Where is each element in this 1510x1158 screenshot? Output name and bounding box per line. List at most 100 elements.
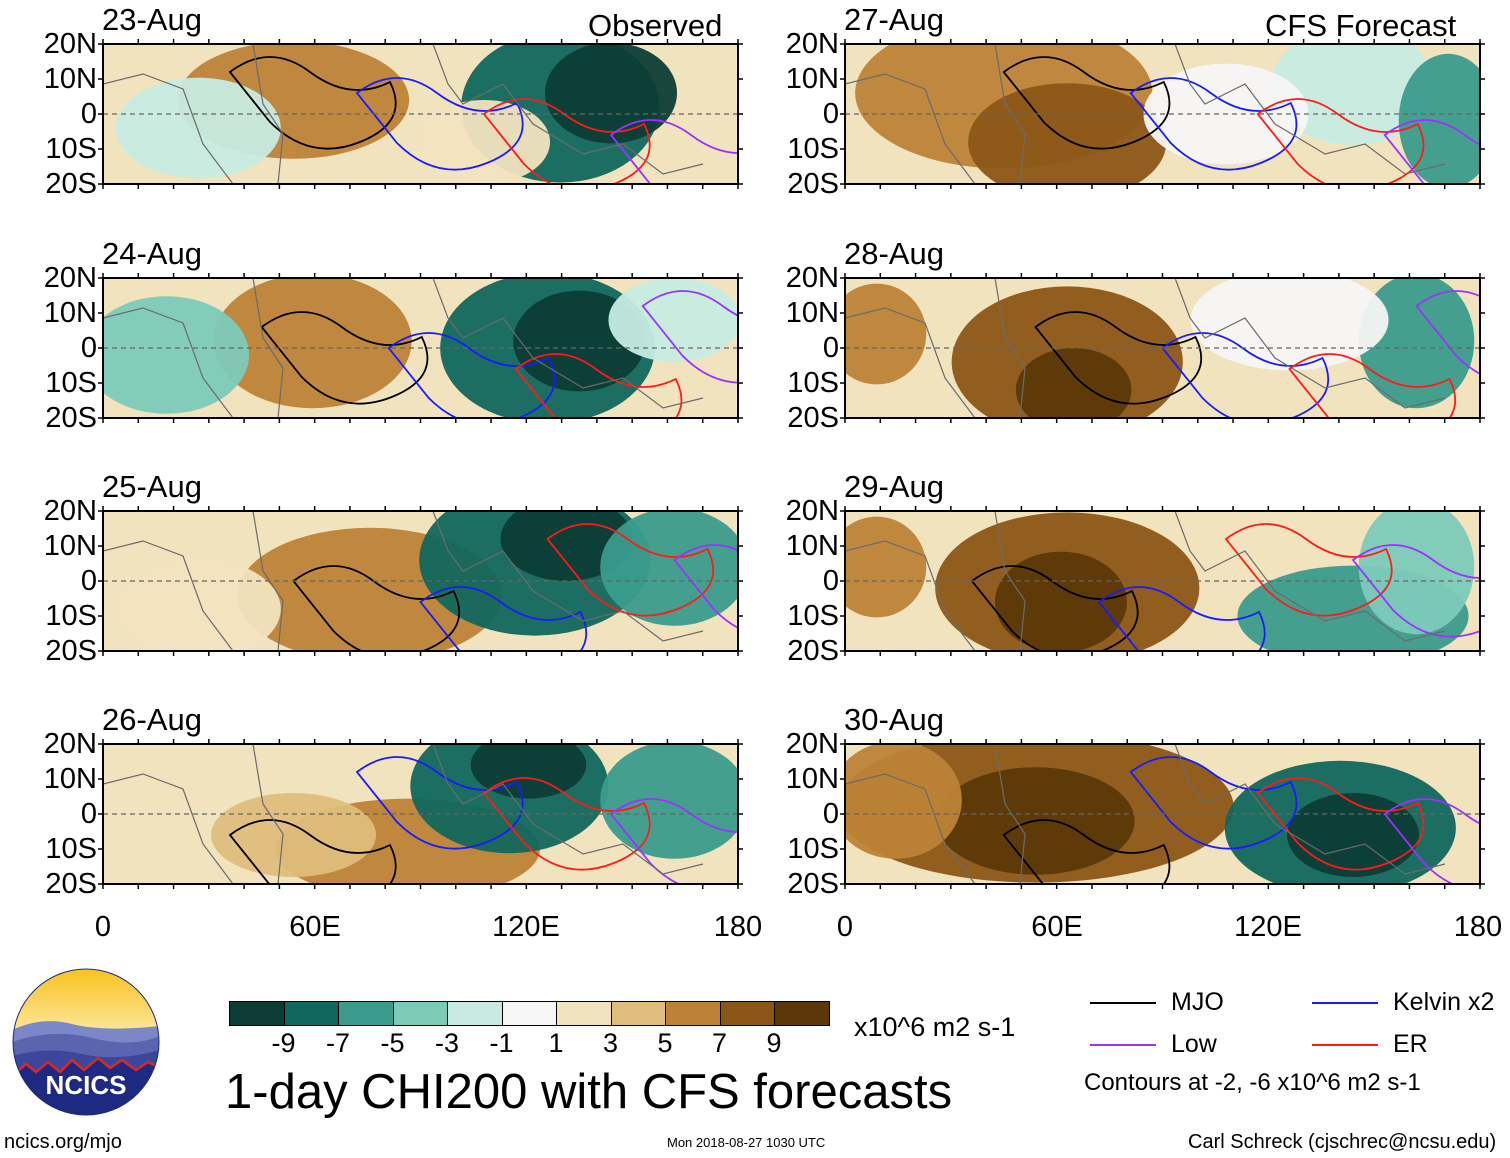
contour-line	[260, 311, 429, 405]
lat-label-observed-2-4: 20S	[45, 635, 97, 667]
contours-note: Contours at -2, -6 x10^6 m2 s-1	[1084, 1069, 1421, 1096]
lat-label-forecast-0-4: 20S	[787, 168, 839, 200]
lat-label-observed-0-2: 0	[80, 98, 97, 130]
footer-credit: Carl Schreck (cjschrec@ncsu.edu)	[1188, 1131, 1497, 1153]
anomaly-blob	[845, 744, 962, 859]
map-frame	[102, 277, 739, 419]
lat-label-observed-0-0: 20N	[43, 28, 97, 60]
lat-label-forecast-1-4: 20S	[787, 402, 839, 434]
panel-date-observed-1: 24-Aug	[102, 236, 202, 271]
lat-label-forecast-2-0: 20N	[785, 495, 839, 527]
lat-label-forecast-1-3: 10S	[787, 367, 839, 399]
lat-label-forecast-0-1: 10N	[785, 63, 839, 95]
colorbar-swatch	[610, 1001, 666, 1026]
lat-label-observed-2-1: 10N	[43, 530, 97, 562]
map-panel-forecast-2	[840, 506, 1485, 656]
anomaly-blob	[1190, 278, 1389, 371]
map-panel-observed-2	[98, 506, 743, 656]
colorbar-swatch	[229, 1001, 285, 1026]
chi200-field-observed-3	[103, 744, 738, 884]
contour-line	[641, 290, 738, 384]
chi200-field-forecast-1	[845, 278, 1480, 418]
contour-line	[387, 332, 556, 418]
ncics-logo: NCICS	[12, 968, 160, 1116]
contour-line	[514, 353, 683, 418]
map-panel-forecast-3	[840, 739, 1485, 889]
anomaly-blob	[600, 511, 738, 626]
anomaly-blob	[470, 744, 587, 799]
map-frame	[102, 43, 739, 185]
lat-label-observed-1-1: 10N	[43, 297, 97, 329]
contour-line	[228, 819, 397, 884]
lon-label-60e-right: 60E	[1031, 911, 1083, 943]
contour-line	[1034, 311, 1203, 405]
contour-line	[1256, 777, 1425, 871]
colorbar-label: 9	[766, 1028, 782, 1058]
anomaly-blob	[1398, 53, 1480, 184]
contour-line	[1161, 332, 1330, 418]
legend-label-mjo: MJO	[1171, 988, 1224, 1016]
panel-date-forecast-1: 28-Aug	[844, 236, 944, 271]
colorbar-swatch	[665, 1001, 721, 1026]
logo-text: NCICS	[46, 1070, 127, 1100]
anomaly-blob	[213, 278, 412, 409]
anomaly-blob	[994, 551, 1127, 651]
lat-label-observed-2-3: 10S	[45, 600, 97, 632]
legend-line-low	[1090, 1044, 1156, 1046]
lat-label-observed-3-4: 20S	[45, 868, 97, 900]
lat-label-forecast-3-2: 0	[822, 798, 839, 830]
anomaly-blob	[1270, 44, 1436, 145]
contour-line	[609, 119, 738, 184]
contour-line	[1288, 353, 1457, 418]
legend-line-mjo	[1090, 1002, 1156, 1004]
contour-line	[1129, 756, 1298, 850]
anomaly-blob	[845, 516, 927, 618]
contour-line	[482, 98, 651, 184]
contour-line	[419, 586, 588, 651]
map-frame	[844, 43, 1481, 185]
lon-label-60e-left: 60E	[289, 911, 341, 943]
lat-label-observed-2-0: 20N	[43, 495, 97, 527]
lat-label-observed-0-4: 20S	[45, 168, 97, 200]
contour-line	[609, 798, 738, 884]
lat-label-observed-3-2: 0	[80, 798, 97, 830]
map-panel-observed-3	[98, 739, 743, 889]
main-title: 1-day CHI200 with CFS forecasts	[225, 1065, 953, 1119]
coastline	[845, 744, 1446, 884]
anomaly-blob	[845, 283, 927, 385]
lat-label-observed-0-3: 10S	[45, 133, 97, 165]
lat-label-observed-1-4: 20S	[45, 402, 97, 434]
lat-label-observed-2-2: 0	[80, 565, 97, 597]
colorbar-swatch	[338, 1001, 394, 1026]
lat-label-forecast-3-3: 10S	[787, 833, 839, 865]
lat-label-forecast-2-4: 20S	[787, 635, 839, 667]
map-frame	[844, 743, 1481, 885]
coastline	[103, 744, 704, 884]
map-panel-forecast-1	[840, 273, 1485, 423]
panel-date-forecast-0: 27-Aug	[844, 2, 944, 37]
lat-label-forecast-2-3: 10S	[787, 600, 839, 632]
map-frame	[844, 510, 1481, 652]
lat-label-forecast-0-0: 20N	[785, 28, 839, 60]
map-frame	[844, 277, 1481, 419]
legend-line-er	[1312, 1044, 1378, 1046]
lat-label-observed-1-2: 0	[80, 332, 97, 364]
footer-timestamp: Mon 2018-08-27 1030 UTC	[667, 1135, 826, 1150]
lat-label-forecast-3-4: 20S	[787, 868, 839, 900]
colorbar-label: -7	[325, 1028, 351, 1058]
colorbar-label: 1	[548, 1028, 564, 1058]
anomaly-blob	[115, 77, 281, 179]
lat-label-observed-3-1: 10N	[43, 763, 97, 795]
lat-label-observed-3-3: 10S	[45, 833, 97, 865]
legend-label-er: ER	[1393, 1030, 1428, 1058]
anomaly-blob	[417, 100, 551, 184]
colorbar-swatch	[501, 1001, 557, 1026]
contour-line	[482, 777, 651, 871]
footer-url[interactable]: ncics.org/mjo	[4, 1131, 122, 1153]
lat-label-observed-0-1: 10N	[43, 63, 97, 95]
contour-line	[355, 756, 524, 850]
contour-line	[1097, 586, 1266, 651]
colorbar-swatch	[556, 1001, 612, 1026]
contour-line	[1383, 798, 1480, 884]
colorbar-label: 5	[657, 1028, 673, 1058]
